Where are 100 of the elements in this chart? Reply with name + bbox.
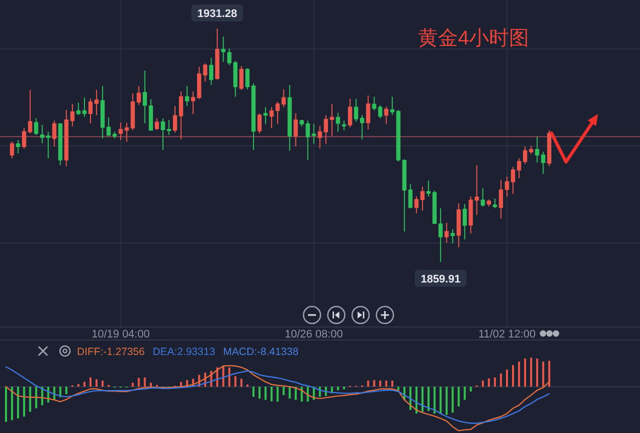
candlestick [288,84,292,152]
candlestick [257,112,262,134]
candlestick [523,146,528,164]
bar [428,386,430,411]
bar [434,386,436,414]
bar [524,358,526,387]
bar [234,376,236,387]
candlestick [426,180,431,198]
bar [397,386,400,390]
candlestick [215,28,220,80]
bar [150,382,152,387]
bar [446,386,448,415]
candlestick [282,88,286,108]
candlestick [184,86,190,106]
bar [512,365,514,387]
bar [379,380,382,387]
bar [336,386,339,390]
bar [367,380,370,387]
bar [23,386,26,417]
candlestick [354,98,358,122]
text: DIFF:-1.27356 [77,346,145,358]
bar [294,386,297,400]
candlestick [342,120,346,131]
bar [270,386,273,402]
bar [464,386,466,400]
candlestick [480,188,485,208]
candlestick [294,112,298,147]
candlestick [384,106,388,124]
series-label: DEA:2.93313 [152,346,216,358]
candlestick [360,114,364,140]
bar [90,377,92,387]
candlestick [239,66,244,90]
bar [222,366,224,387]
candlestick [432,190,437,224]
bar [440,386,442,414]
candlestick [450,228,455,244]
candlestick [16,139,20,154]
bar [29,386,32,412]
candlestick [492,198,498,209]
bar [65,386,68,394]
candlestick [510,166,516,194]
x-tick-label: 11/02 12:00 [478,328,536,340]
candlestick [82,96,87,118]
bar [488,378,490,387]
candlestick [64,109,68,167]
candlestick [166,120,172,136]
bar [542,362,544,387]
candlestick [336,112,340,132]
candlestick [276,101,280,124]
candlestick [154,118,159,131]
candlestick [486,198,491,208]
candlestick [438,208,443,262]
candlestick [58,122,62,166]
candlestick [414,196,419,214]
bar [548,360,550,387]
candlestick [100,86,105,139]
candlestick [22,128,26,149]
bar [343,386,346,390]
bar [530,358,532,387]
bar [288,386,291,399]
bar [35,386,38,408]
bar [77,384,80,387]
text: 黄金4小时图 [418,28,530,50]
bar [385,380,388,387]
bar [415,386,418,414]
bar [83,382,86,387]
candlestick [233,60,238,98]
candlestick [148,98,153,132]
bar [132,382,134,387]
bar [258,386,261,399]
candlestick [263,106,268,124]
candlestick [547,130,552,167]
annotation: 1931.28 [197,8,238,20]
bar [240,378,242,387]
candlestick [444,222,449,244]
candlestick [402,158,406,232]
candlestick [52,120,56,147]
candlestick [504,176,510,198]
bar [138,378,140,387]
bar [458,386,460,406]
bar [228,367,230,387]
bar [373,380,376,387]
candlestick [324,114,328,144]
candlestick [516,158,522,179]
candlestick [462,204,467,240]
bar [506,370,508,387]
annotation: MACD:-8.41338 [223,346,299,358]
candlestick [366,94,370,130]
bar [264,386,267,400]
candlestick [94,89,99,116]
candlestick [88,98,93,124]
candlestick [112,131,117,139]
bar [102,380,104,387]
bar [518,362,520,387]
candlestick [221,36,226,62]
candlestick [456,202,461,248]
candlestick [348,98,352,128]
bar [391,380,394,387]
bar [300,386,303,402]
candlestick [498,179,504,219]
